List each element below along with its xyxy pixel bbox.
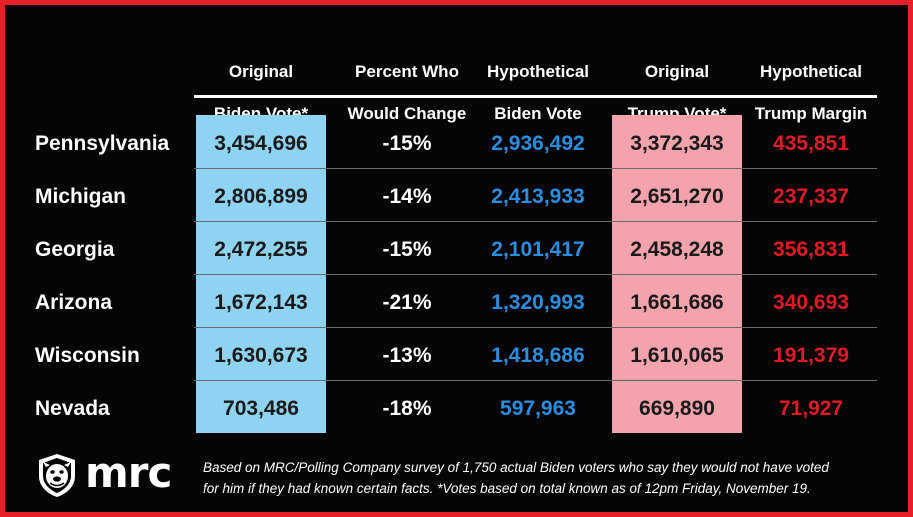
state-label: Michigan [35,184,127,208]
hypothetical-biden-vote-cell: 2,413,933 [491,184,585,208]
row-separator [194,274,877,275]
row-separator [194,221,877,222]
header-line: Original [644,62,710,81]
state-label: Wisconsin [35,343,140,367]
percent-change-cell: -15% [382,237,432,261]
state-label: Georgia [35,237,115,261]
percent-change-cell: -13% [382,343,432,367]
state-label: Pennsylvania [35,131,170,155]
hypothetical-trump-margin-cell: 191,379 [773,343,849,367]
header-line: Hypothetical [486,62,590,81]
header-line: Percent Who [355,62,459,81]
header-line: Would Change [347,104,467,123]
original-trump-vote-cell: 3,372,343 [630,131,724,155]
header-line: Original [228,62,294,81]
row-separator [194,327,877,328]
row-separator [194,380,877,381]
percent-change-cell: -15% [382,131,432,155]
header-line: Biden Vote [494,104,582,123]
state-label: Arizona [35,290,113,314]
header-rule [194,95,877,98]
footnote-line-1: Based on MRC/Polling Company survey of 1… [203,460,829,475]
hypothetical-trump-margin-cell: 356,831 [773,237,849,261]
original-biden-vote-cell: 2,806,899 [214,184,308,208]
percent-change-cell: -14% [382,184,432,208]
original-trump-vote-cell: 2,458,248 [630,237,724,261]
percent-change-cell: -18% [382,396,432,420]
mrc-logo-text: mrc [85,448,172,497]
original-biden-vote-cell: 703,486 [223,396,299,420]
header-line: Trump Margin [754,104,868,123]
hypothetical-biden-vote-cell: 1,320,993 [491,290,585,314]
mrc-logo: mrc [35,448,200,497]
original-biden-vote-cell: 1,672,143 [214,290,308,314]
state-label: Nevada [35,396,110,420]
header-hypothetical-biden-vote: Hypothetical Biden Vote [468,40,608,145]
infographic-frame: Original Biden Vote* Percent Who Would C… [5,5,908,512]
original-trump-vote-cell: 2,651,270 [630,184,724,208]
hypothetical-biden-vote-cell: 2,101,417 [491,237,585,261]
header-line: Hypothetical [759,62,863,81]
percent-change-cell: -21% [382,290,432,314]
original-trump-vote-cell: 1,610,065 [630,343,724,367]
header-hypothetical-trump-margin: Hypothetical Trump Margin [741,40,881,145]
row-separator [194,168,877,169]
hypothetical-trump-margin-cell: 340,693 [773,290,849,314]
hypothetical-trump-margin-cell: 237,337 [773,184,849,208]
footnote-line-2: for him if they had known certain facts.… [203,481,811,496]
hypothetical-trump-margin-cell: 435,851 [773,131,849,155]
hypothetical-trump-margin-cell: 71,927 [778,396,844,420]
bulldog-shield-icon [39,454,75,497]
original-biden-vote-cell: 1,630,673 [214,343,308,367]
original-trump-vote-cell: 669,890 [639,396,715,420]
footnote: Based on MRC/Polling Company survey of 1… [203,457,883,499]
hypothetical-biden-vote-cell: 2,936,492 [491,131,585,155]
original-trump-vote-cell: 1,661,686 [630,290,724,314]
hypothetical-biden-vote-cell: 597,963 [500,396,576,420]
original-biden-vote-cell: 2,472,255 [214,237,308,261]
hypothetical-biden-vote-cell: 1,418,686 [491,343,585,367]
header-percent-change: Percent Who Would Change [337,40,477,145]
original-biden-vote-cell: 3,454,696 [214,131,308,155]
